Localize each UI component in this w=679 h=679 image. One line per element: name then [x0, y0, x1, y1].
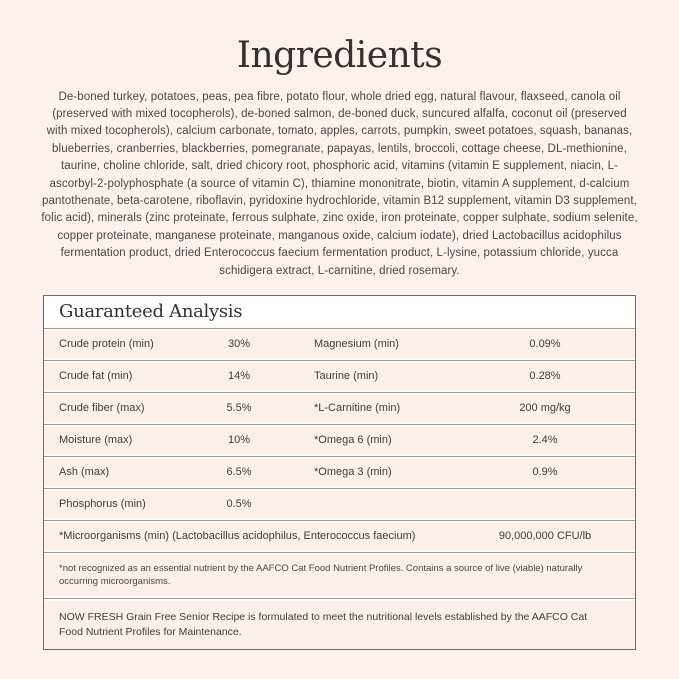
row-label: *Omega 3 (min): [314, 466, 392, 479]
row-divider: [44, 422, 635, 428]
row-label: *Microorganisms (min) (Lactobacillus aci…: [59, 530, 416, 543]
row-divider: [44, 518, 635, 524]
row-divider: [44, 486, 635, 492]
row-value: 0.5%: [226, 498, 252, 511]
row-value: 6.5%: [226, 466, 252, 479]
row-label: Magnesium (min): [314, 338, 399, 351]
row-label: *Omega 6 (min): [314, 434, 392, 447]
row-label: Crude fat (min): [59, 370, 133, 383]
row-value: 14%: [227, 370, 251, 383]
analysis-row-crude-fat: Crude fat (min) 14% Taurine (min) 0.28%: [44, 363, 635, 391]
row-value: 0.09%: [529, 338, 561, 351]
row-label: Crude protein (min): [59, 338, 154, 351]
row-value: 10%: [227, 434, 251, 447]
guaranteed-analysis-table: Guaranteed Analysis Crude protein (min) …: [43, 295, 636, 651]
row-value: 30%: [227, 338, 251, 351]
aafco-statement: NOW FRESH Grain Free Senior Recipe is fo…: [44, 601, 604, 650]
ingredients-paragraph: De-boned turkey, potatoes, peas, pea fib…: [41, 90, 638, 277]
row-label: Ash (max): [59, 466, 110, 479]
row-divider: [44, 358, 635, 364]
row-value: 0.28%: [529, 370, 561, 383]
row-divider: [44, 326, 635, 332]
row-divider: [44, 390, 635, 396]
row-divider: [44, 596, 635, 602]
analysis-row-moisture: Moisture (max) 10% *Omega 6 (min) 2.4%: [44, 427, 635, 455]
guaranteed-analysis-heading: Guaranteed Analysis: [44, 296, 635, 327]
analysis-row-microorganisms: *Microorganisms (min) (Lactobacillus aci…: [44, 523, 635, 551]
row-label: *L-Carnitine (min): [314, 402, 401, 415]
analysis-row-ash: Ash (max) 6.5% *Omega 3 (min) 0.9%: [44, 459, 635, 487]
row-value: 0.9%: [532, 466, 558, 479]
analysis-row-crude-protein: Crude protein (min) 30% Magnesium (min) …: [44, 331, 635, 359]
row-divider: [44, 550, 635, 556]
analysis-row-crude-fiber: Crude fiber (max) 5.5% *L-Carnitine (min…: [44, 395, 635, 423]
row-value: 90,000,000 CFU/lb: [498, 530, 592, 543]
page-title: Ingredients: [236, 35, 443, 76]
row-value: 200 mg/kg: [519, 402, 571, 415]
row-label: Moisture (max): [59, 434, 133, 447]
row-value: 2.4%: [532, 434, 558, 447]
analysis-footnote: *not recognized as an essential nutrient…: [44, 555, 635, 597]
row-divider: [44, 454, 635, 460]
row-label: Taurine (min): [314, 370, 379, 383]
row-label: Crude fiber (max): [59, 402, 145, 415]
row-label: Phosphorus (min): [59, 498, 146, 511]
analysis-row-phosphorus: Phosphorus (min) 0.5%: [44, 491, 635, 519]
row-value: 5.5%: [226, 402, 252, 415]
